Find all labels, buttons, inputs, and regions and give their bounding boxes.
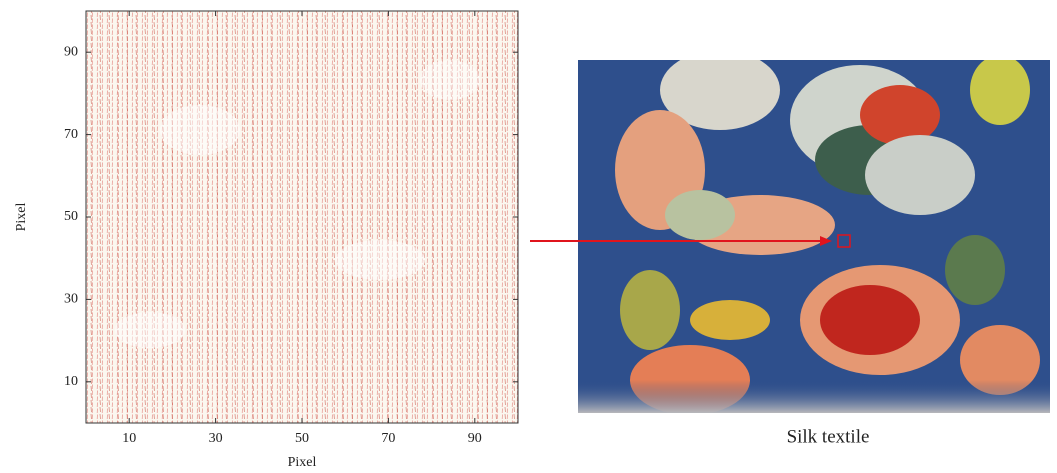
y-tick-label: 30: [64, 292, 78, 307]
x-axis-label: Pixel: [288, 455, 317, 470]
image-caption: Silk textile: [787, 426, 870, 447]
axes: 10 30 50 70 90 10 30 50 70 90: [64, 11, 518, 446]
textile-photo: [578, 60, 1050, 413]
x-tick-label: 30: [209, 431, 223, 446]
arrow-head: [820, 236, 832, 246]
sample-region: [837, 234, 851, 248]
y-tick-label: 70: [64, 127, 78, 142]
x-tick-label: 70: [381, 431, 395, 446]
x-tick-label: 90: [468, 431, 482, 446]
x-tick-label: 50: [295, 431, 309, 446]
y-tick-label: 50: [64, 209, 78, 224]
y-tick-label: 90: [64, 44, 78, 59]
x-tick-label: 10: [122, 431, 136, 446]
y-axis-label: Pixel: [14, 203, 29, 232]
y-tick-label: 10: [64, 374, 78, 389]
vector-field-texture: [86, 11, 518, 423]
